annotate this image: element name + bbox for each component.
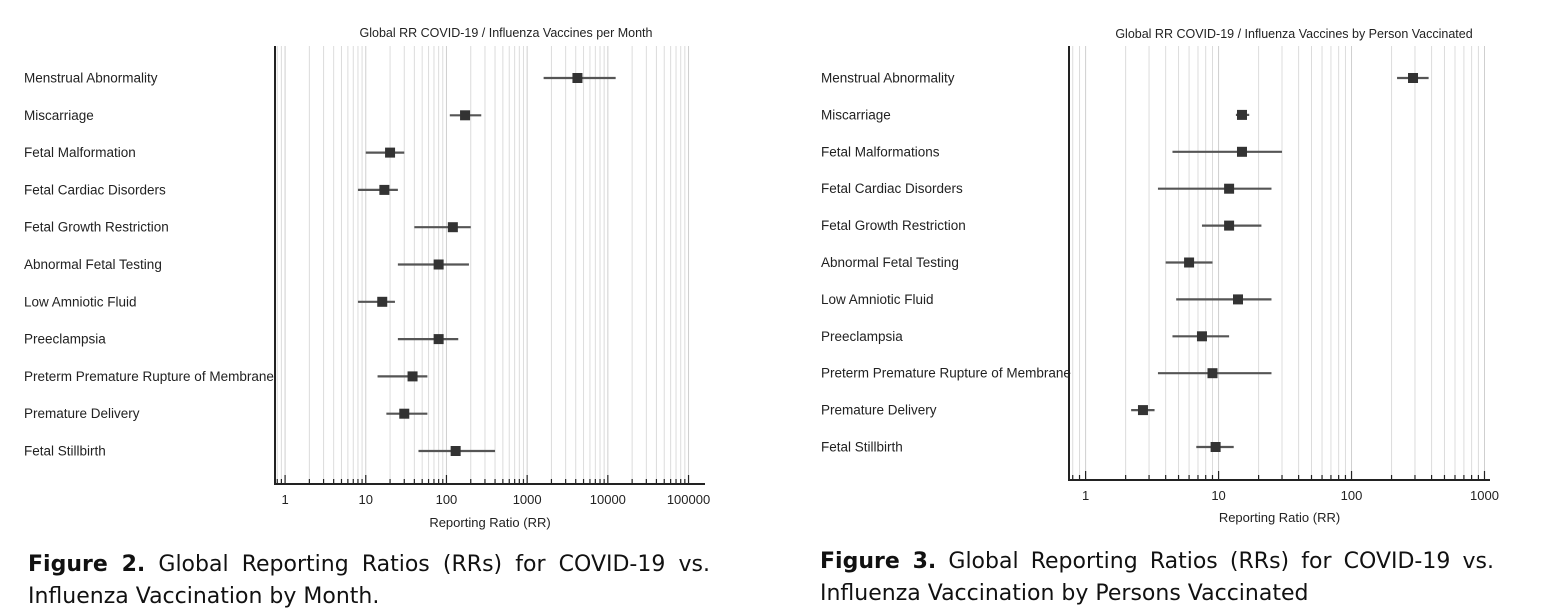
p2-point-estimate <box>1224 183 1235 194</box>
p2-category-label: Fetal Stillbirth <box>821 440 903 455</box>
p1-point-estimate <box>385 147 396 158</box>
p1-category-label: Fetal Cardiac Disorders <box>24 182 166 197</box>
p1-x-tick-label: 1 <box>281 492 288 507</box>
p2-category-label: Premature Delivery <box>821 403 937 418</box>
p1-point-estimate <box>450 446 461 456</box>
p2-x-axis-label: Reporting Ratio (RR) <box>1219 510 1340 525</box>
p1-category-label: Fetal Stillbirth <box>24 444 106 459</box>
p1-point-estimate <box>377 296 388 307</box>
p2-category-label: Preeclampsia <box>821 329 903 344</box>
p1-category-label: Fetal Growth Restriction <box>24 220 169 235</box>
p1-point-estimate <box>379 184 390 195</box>
p1-point-estimate <box>407 371 418 382</box>
figure-3-caption-text: Global Reporting Ratios (RRs) for COVID-… <box>820 549 1494 606</box>
p1-category-label: Premature Delivery <box>24 406 140 421</box>
p1-category-label: Preeclampsia <box>24 332 106 347</box>
p1-x-ticks <box>276 475 690 484</box>
p2-x-tick-label: 100 <box>1341 488 1363 503</box>
p2-x-tick-label: 10 <box>1211 488 1225 503</box>
p2-category-label: Fetal Growth Restriction <box>821 218 966 233</box>
p1-x-tick-label: 100000 <box>667 492 710 507</box>
figure-2-caption-text: Global Reporting Ratios (RRs) for COVID-… <box>28 552 710 609</box>
p2-point-estimate <box>1236 109 1247 120</box>
p1-x-tick-label: 10000 <box>590 492 626 507</box>
p1-point-estimate <box>447 222 458 233</box>
p2-x-ticks <box>1072 471 1486 480</box>
p2-point-estimate <box>1236 146 1247 157</box>
figure-3-caption-label: Figure 3. <box>820 549 937 574</box>
p2-point-estimate <box>1207 368 1218 379</box>
p1-category-label: Miscarriage <box>24 108 94 123</box>
p1-chart-title: Global RR COVID-19 / Influenza Vaccines … <box>360 26 653 40</box>
p2-category-label: Abnormal Fetal Testing <box>821 255 959 270</box>
p1-point-estimate <box>572 73 583 83</box>
p2-x-tick-label: 1000 <box>1470 488 1499 503</box>
p2-category-label: Low Amniotic Fluid <box>821 292 934 307</box>
p1-x-axis-label: Reporting Ratio (RR) <box>429 515 550 530</box>
p1-gridlines <box>276 46 690 484</box>
p2-chart-title: Global RR COVID-19 / Influenza Vaccines … <box>1115 27 1472 41</box>
p2-point-estimate <box>1210 442 1221 452</box>
figure-2-caption: Figure 2. Global Reporting Ratios (RRs) … <box>28 549 710 613</box>
p1-category-label: Low Amniotic Fluid <box>24 294 137 309</box>
forest-plot-per-person: 1 10 100 1000 Global RR COVID-19 / Influenza… <box>821 27 1499 525</box>
p2-category-label: Menstrual Abnormality <box>821 71 955 86</box>
p1-x-tick-label: 1000 <box>513 492 542 507</box>
p1-category-label: Abnormal Fetal Testing <box>24 257 162 272</box>
p1-point-estimate <box>433 259 444 270</box>
figure-2-caption-label: Figure 2. <box>28 552 146 577</box>
p2-category-label: Miscarriage <box>821 107 891 122</box>
p2-point-estimate <box>1233 294 1244 305</box>
forest-plot-monthly: 1 10 100 1000 10000 100000 Global RR COVID-19 … <box>24 26 710 530</box>
p2-point-estimate <box>1184 257 1195 268</box>
p1-category-label: Menstrual Abnormality <box>24 71 158 86</box>
p2-category-label: Fetal Malformations <box>821 144 940 159</box>
p1-x-tick-label: 10 <box>359 492 373 507</box>
p2-point-estimate <box>1137 405 1148 416</box>
p2-point-estimate <box>1408 73 1419 83</box>
p1-category-label: Preterm Premature Rupture of Membrane <box>24 369 274 384</box>
p2-category-label: Preterm Premature Rupture of Membrane <box>821 366 1071 381</box>
figure-3-caption: Figure 3. Global Reporting Ratios (RRs) … <box>820 546 1494 610</box>
p1-x-tick-label: 100 <box>436 492 458 507</box>
p1-point-estimate <box>399 408 410 419</box>
p2-point-estimate <box>1224 220 1235 231</box>
p2-gridlines <box>1072 46 1485 480</box>
p1-point-estimate <box>460 110 471 121</box>
p2-point-estimate <box>1196 331 1207 342</box>
p1-point-estimate <box>433 334 444 345</box>
p1-category-label: Fetal Malformation <box>24 145 136 160</box>
p2-x-tick-label: 1 <box>1082 488 1089 503</box>
p2-category-label: Fetal Cardiac Disorders <box>821 181 963 196</box>
